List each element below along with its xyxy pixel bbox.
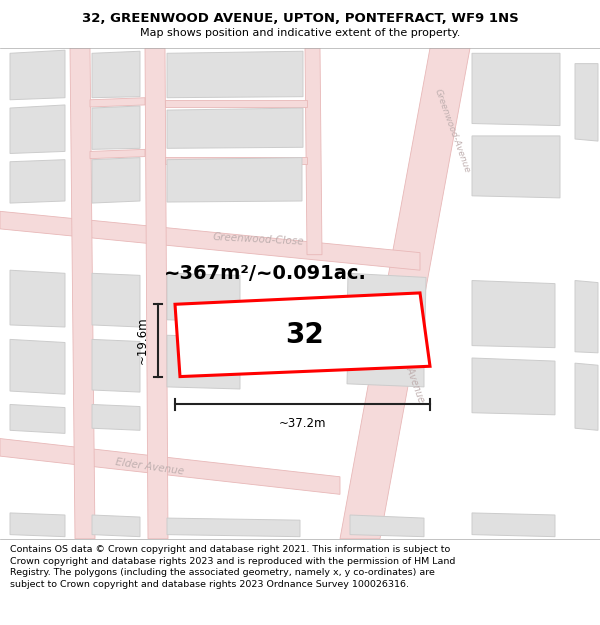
Polygon shape [10, 105, 65, 154]
Text: Contains OS data © Crown copyright and database right 2021. This information is : Contains OS data © Crown copyright and d… [10, 545, 455, 589]
Polygon shape [10, 159, 65, 203]
Polygon shape [92, 158, 140, 203]
Polygon shape [305, 48, 322, 255]
Text: ~37.2m: ~37.2m [279, 417, 326, 429]
Polygon shape [167, 273, 240, 322]
Polygon shape [167, 335, 240, 389]
Text: Greenwood-Avenue: Greenwood-Avenue [433, 88, 472, 174]
Polygon shape [165, 100, 307, 107]
Polygon shape [472, 281, 555, 348]
Polygon shape [575, 281, 598, 353]
Polygon shape [167, 518, 300, 537]
Polygon shape [92, 106, 140, 149]
Polygon shape [10, 50, 65, 100]
Polygon shape [10, 339, 65, 394]
Polygon shape [472, 513, 555, 537]
Polygon shape [90, 149, 145, 159]
Polygon shape [167, 51, 303, 98]
Polygon shape [347, 341, 424, 387]
Polygon shape [575, 64, 598, 141]
Polygon shape [472, 53, 560, 126]
Polygon shape [175, 293, 430, 377]
Text: Elder Avenue: Elder Avenue [115, 457, 185, 476]
Polygon shape [90, 98, 145, 107]
Polygon shape [92, 273, 140, 327]
Polygon shape [347, 273, 426, 327]
Polygon shape [472, 136, 560, 198]
Polygon shape [10, 404, 65, 433]
Polygon shape [472, 358, 555, 415]
Polygon shape [340, 48, 470, 539]
Text: ~19.6m: ~19.6m [136, 317, 149, 364]
Polygon shape [0, 439, 340, 494]
Text: Greenwood-Close: Greenwood-Close [212, 232, 304, 247]
Polygon shape [10, 513, 65, 537]
Polygon shape [165, 157, 307, 164]
Text: 32: 32 [286, 321, 325, 349]
Text: Greenwood-Avenue: Greenwood-Avenue [384, 311, 426, 405]
Polygon shape [92, 404, 140, 430]
Polygon shape [0, 211, 420, 270]
Polygon shape [167, 108, 303, 148]
Polygon shape [10, 270, 65, 327]
Polygon shape [70, 48, 95, 539]
Polygon shape [575, 363, 598, 430]
Polygon shape [350, 515, 424, 537]
Polygon shape [92, 339, 140, 392]
Text: ~367m²/~0.091ac.: ~367m²/~0.091ac. [164, 264, 367, 282]
Polygon shape [92, 515, 140, 537]
Polygon shape [167, 158, 302, 202]
Text: 32, GREENWOOD AVENUE, UPTON, PONTEFRACT, WF9 1NS: 32, GREENWOOD AVENUE, UPTON, PONTEFRACT,… [82, 12, 518, 25]
Polygon shape [92, 51, 140, 98]
Text: Map shows position and indicative extent of the property.: Map shows position and indicative extent… [140, 28, 460, 38]
Polygon shape [145, 48, 168, 539]
